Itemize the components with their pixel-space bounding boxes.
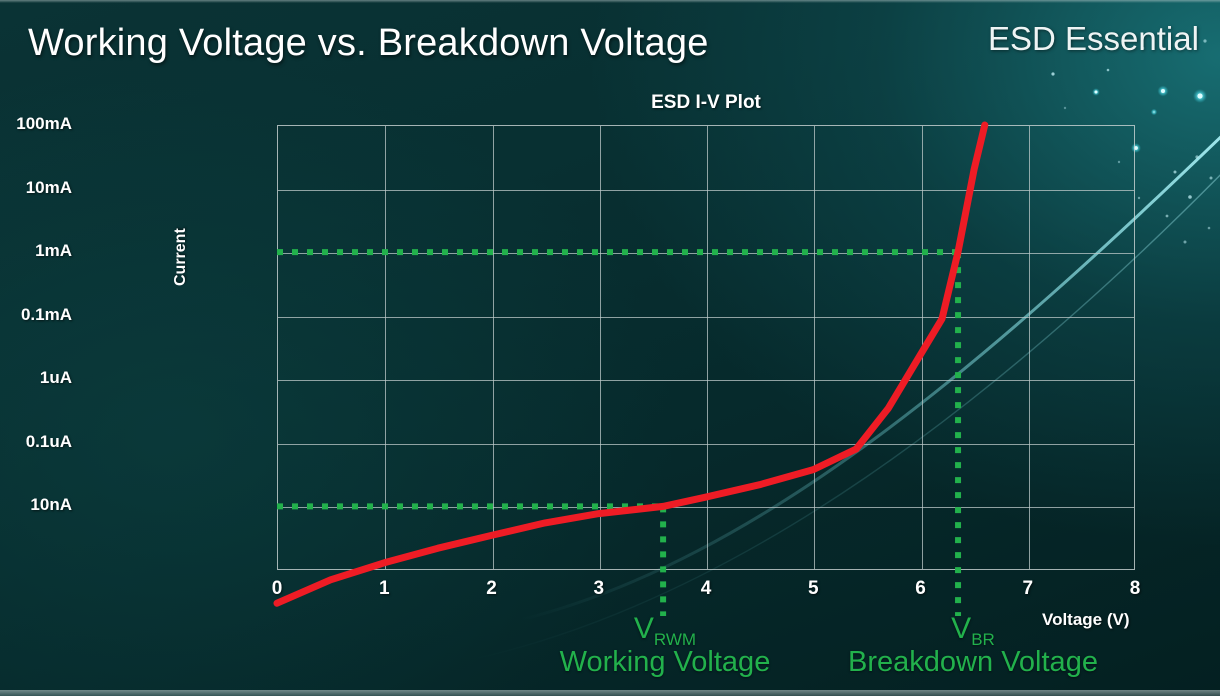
gridline-vertical [599,126,601,569]
annotation-vbr-symbol: VBR [828,612,1118,649]
y-tick-label: 10nA [30,495,72,515]
y-tick-label: 0.1uA [25,431,72,451]
iv-curve [273,121,989,607]
vbr-subscript: BR [971,630,995,649]
x-tick-label: 3 [593,578,605,599]
vrwm-subscript: RWM [653,630,697,649]
x-tick-label: 1 [378,578,390,599]
gridline-horizontal [278,189,1134,191]
gridline-vertical [814,126,816,569]
page-title: Working Voltage vs. Breakdown Voltage [28,22,709,64]
y-tick-label: 0.1mA [20,304,72,324]
x-tick-label: 6 [915,578,926,599]
x-tick-label: 0 [271,578,283,599]
annotation-vbr-name: Breakdown Voltage [848,646,1098,678]
top-edge-strip [0,0,1220,3]
gridline-horizontal [278,380,1134,382]
x-tick-label: 5 [807,578,819,599]
brand-label: ESD Essential [988,20,1199,57]
gridline-vertical [492,126,494,569]
y-tick-label: 1mA [35,241,72,261]
gridline-horizontal [278,316,1134,318]
gridline-horizontal [278,443,1134,445]
gridline-vertical [707,126,708,569]
gridline-vertical [385,126,387,569]
bottom-edge-strip [0,690,1220,696]
annotation-vrwm-name: Working Voltage [559,646,771,678]
gridline-vertical [1028,126,1030,569]
x-tick-label: 4 [700,578,712,599]
gridline-horizontal [278,507,1134,509]
plot-area [277,125,1135,570]
y-tick-label: 1uA [39,368,72,388]
x-tick-label: 8 [1129,578,1141,599]
chart-title: ESD I-V Plot [651,92,761,113]
y-tick-label: 10mA [25,177,72,197]
vrwm-symbol: V [633,612,654,645]
x-tick-label: 7 [1022,578,1034,599]
y-tick-label: 100mA [16,114,72,133]
x-tick-label: 2 [486,578,497,599]
gridline-horizontal [278,253,1134,255]
x-axis-label: Voltage (V) [1042,610,1130,629]
vbr-symbol: V [951,612,972,645]
annotation-vrwm-symbol: VRWM [540,612,790,649]
